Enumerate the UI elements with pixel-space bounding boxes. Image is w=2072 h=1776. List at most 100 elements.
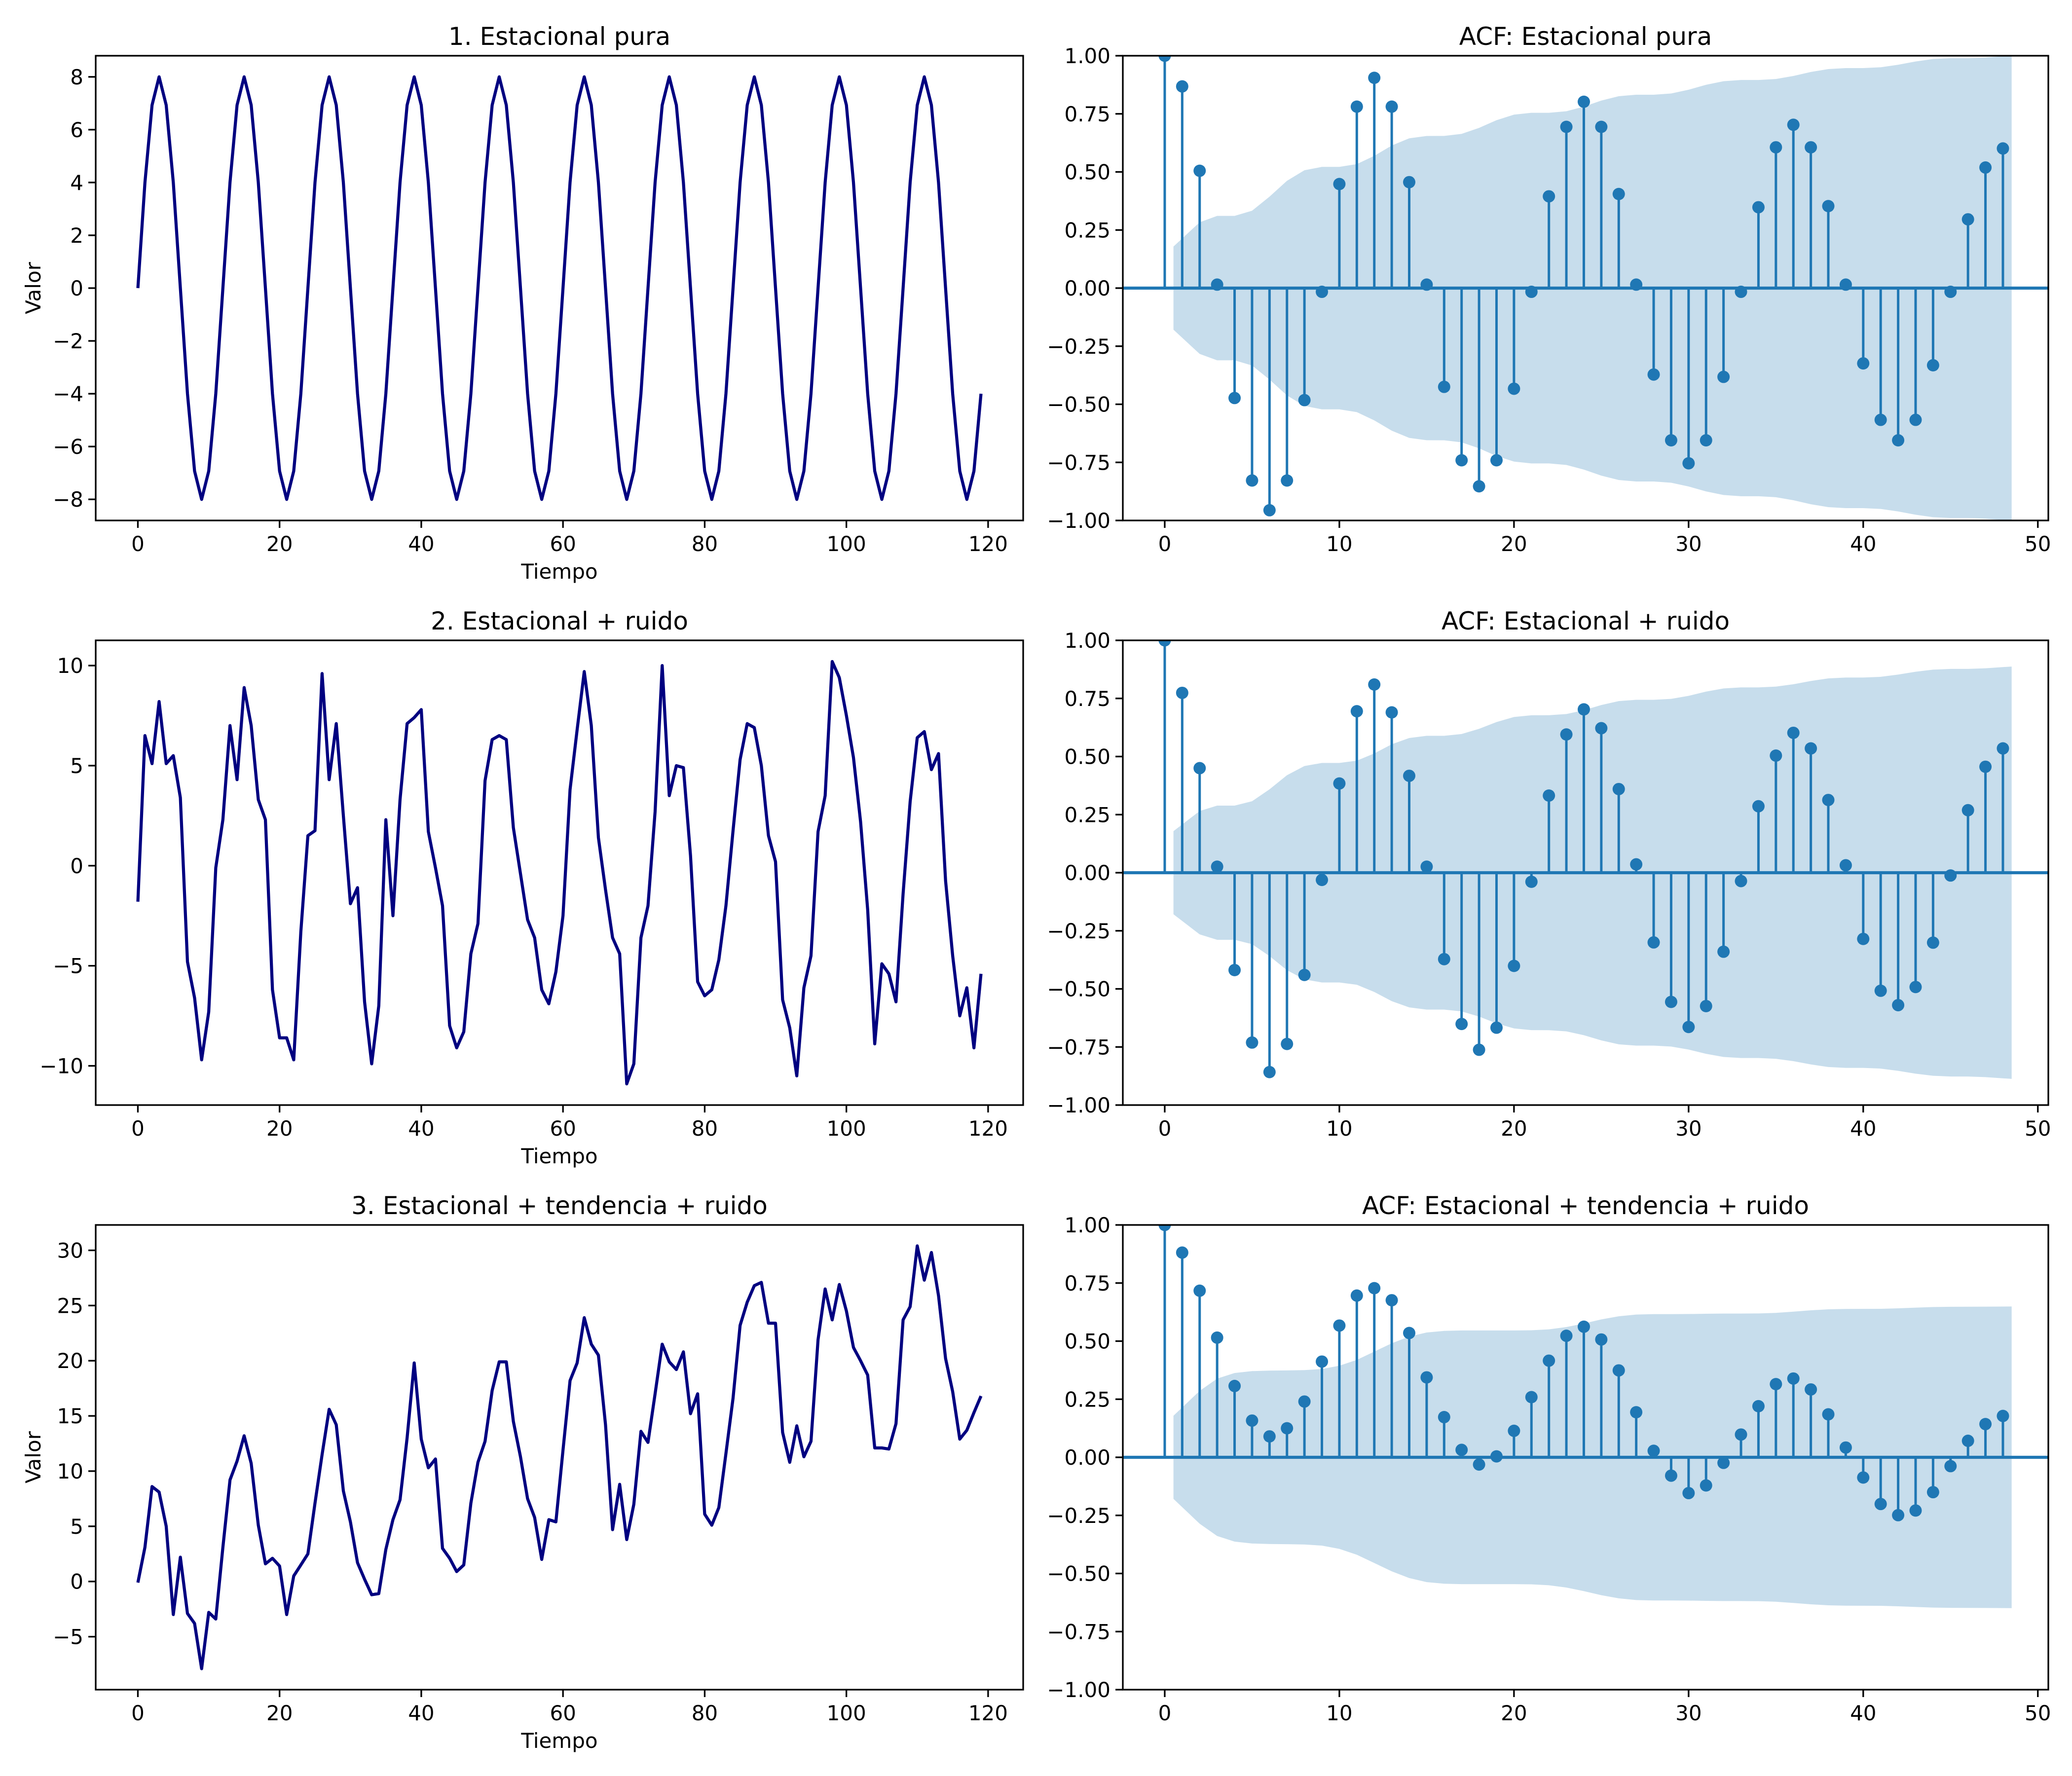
acf-marker — [1612, 782, 1625, 795]
chart-title: 1. Estacional pura — [448, 22, 670, 51]
acf-marker — [1857, 357, 1870, 370]
y-tick-label: 15 — [57, 1404, 83, 1428]
acf-marker — [1420, 278, 1433, 291]
acf-marker — [1630, 1406, 1643, 1419]
plot-area — [1123, 1225, 2048, 1608]
subplot-4: 0 10 20 30 40 50 −1.00 −0.75 −0.50 −0.25 0.00 0.25 0… — [1047, 607, 2051, 1141]
x-tick-label: 50 — [2025, 1116, 2051, 1141]
x-tick-label: 60 — [550, 1116, 576, 1141]
y-tick-label: −0.25 — [1047, 1504, 1110, 1528]
acf-marker — [1263, 1066, 1276, 1078]
acf-marker — [1403, 176, 1415, 188]
y-tick-label: −10 — [39, 1054, 83, 1078]
acf-marker — [1979, 1418, 1992, 1431]
plot-area — [1123, 56, 2048, 520]
x-tick-label: 30 — [1675, 1116, 1702, 1141]
acf-marker — [1490, 1450, 1503, 1463]
acf-marker — [1577, 1320, 1590, 1333]
acf-marker — [1944, 869, 1957, 882]
acf-marker — [1298, 394, 1311, 407]
y-tick-label: 8 — [70, 65, 83, 89]
acf-marker — [1350, 705, 1363, 718]
acf-marker — [1211, 860, 1223, 873]
acf-marker — [1805, 1383, 1817, 1396]
x-tick-label: 10 — [1326, 1116, 1352, 1141]
acf-marker — [1612, 1364, 1625, 1377]
y-tick-label: 0.00 — [1064, 276, 1110, 300]
x-tick-label: 120 — [968, 1701, 1008, 1725]
acf-marker — [1176, 686, 1188, 699]
acf-marker — [1508, 382, 1520, 395]
acf-marker — [1997, 142, 2009, 155]
acf-marker — [1665, 434, 1677, 447]
acf-marker — [1682, 457, 1695, 470]
acf-marker — [1263, 504, 1276, 517]
x-tick-label: 80 — [692, 1116, 718, 1141]
x-axis-label: Tiempo — [520, 559, 597, 584]
acf-marker — [1438, 1411, 1450, 1424]
acf-marker — [1385, 100, 1398, 113]
acf-marker — [1455, 1443, 1468, 1456]
acf-marker — [1926, 359, 1939, 371]
x-tick-label: 20 — [266, 532, 293, 556]
y-tick-label: 0 — [70, 276, 83, 300]
acf-marker — [1246, 1036, 1258, 1049]
acf-marker — [1874, 413, 1887, 426]
acf-marker — [1979, 161, 1992, 174]
y-tick-label: −0.75 — [1047, 450, 1110, 475]
acf-marker — [1158, 640, 1171, 647]
y-tick-label: 0.00 — [1064, 1445, 1110, 1470]
x-tick-label: 60 — [550, 532, 576, 556]
acf-marker — [1857, 1471, 1870, 1484]
x-tick-label: 40 — [408, 1701, 434, 1725]
acf-marker — [1874, 1498, 1887, 1511]
acf-marker — [1455, 1018, 1468, 1031]
y-tick-label: −1.00 — [1047, 1678, 1110, 1702]
acf-marker — [1211, 278, 1223, 291]
y-tick-label: −0.50 — [1047, 977, 1110, 1001]
y-tick-label: 30 — [57, 1238, 83, 1262]
plot-area — [136, 1244, 983, 1670]
acf-marker — [1508, 1424, 1520, 1437]
y-tick-label: −0.50 — [1047, 393, 1110, 417]
x-tick-label: 0 — [1158, 1116, 1172, 1141]
y-tick-label: −0.50 — [1047, 1562, 1110, 1586]
y-tick-label: 0.50 — [1064, 160, 1110, 185]
acf-marker — [1805, 141, 1817, 154]
acf-marker — [1158, 56, 1171, 62]
acf-marker — [1473, 480, 1485, 493]
acf-marker — [1700, 999, 1712, 1012]
y-tick-label: −4 — [53, 382, 83, 406]
acf-marker — [1997, 1409, 2009, 1422]
x-tick-label: 0 — [1158, 532, 1172, 556]
acf-marker — [1420, 860, 1433, 873]
acf-marker — [1892, 999, 1905, 1011]
acf-marker — [1455, 454, 1468, 467]
y-tick-label: 2 — [70, 223, 83, 248]
acf-marker — [1961, 1435, 1974, 1447]
y-tick-label: −0.25 — [1047, 334, 1110, 359]
acf-marker — [1926, 1486, 1939, 1499]
acf-marker — [1228, 1379, 1241, 1392]
x-tick-label: 60 — [550, 1701, 576, 1725]
y-tick-label: 10 — [57, 1459, 83, 1483]
acf-marker — [1997, 742, 2009, 755]
acf-marker — [1595, 722, 1608, 735]
acf-marker — [1909, 981, 1922, 994]
acf-marker — [1752, 1400, 1765, 1412]
acf-marker — [1176, 80, 1188, 93]
acf-marker — [1560, 1330, 1573, 1342]
acf-marker — [1438, 380, 1450, 393]
acf-marker — [1717, 1456, 1730, 1469]
y-tick-label: 0.00 — [1064, 861, 1110, 885]
y-axis-label: Valor — [21, 1431, 45, 1483]
series-line — [136, 1244, 983, 1670]
chart-title: ACF: Estacional pura — [1459, 22, 1712, 51]
acf-marker — [1979, 760, 1992, 773]
x-axis-label: Tiempo — [520, 1729, 597, 1753]
chart-title: ACF: Estacional + tendencia + ruido — [1362, 1191, 1809, 1220]
subplot-3: 0 20 40 60 80 100 120 −10 −5 0 5 10 2. Estacional + … — [39, 607, 1024, 1168]
x-tick-label: 100 — [827, 1701, 866, 1725]
y-tick-label: 1.00 — [1064, 1213, 1110, 1237]
acf-marker — [1822, 1408, 1835, 1421]
